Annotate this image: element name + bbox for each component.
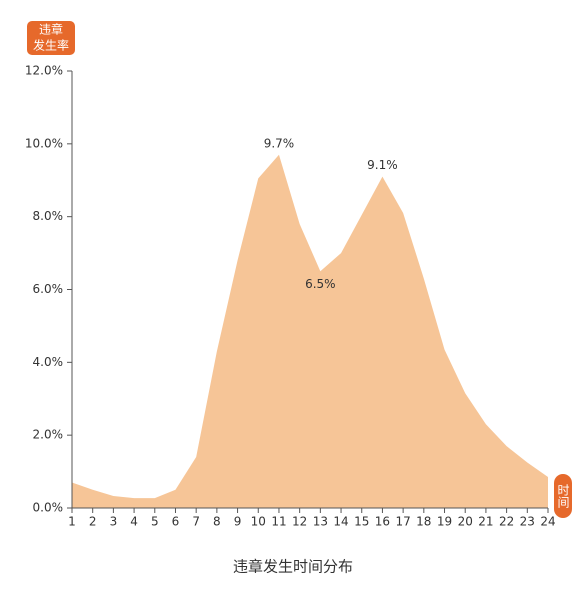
x-tick-label: 2 (89, 515, 97, 529)
x-tick-label: 4 (130, 515, 138, 529)
x-tick-label: 23 (520, 515, 535, 529)
x-tick-label: 12 (292, 515, 307, 529)
x-tick-label: 7 (192, 515, 200, 529)
y-tick-label: 6.0% (33, 282, 64, 296)
x-label-badge (554, 474, 572, 518)
x-tick-label: 3 (110, 515, 118, 529)
x-tick-label: 9 (234, 515, 242, 529)
chart-title: 违章发生时间分布 (233, 558, 353, 576)
y-label: 发生率 (33, 38, 69, 53)
y-tick-label: 2.0% (33, 428, 64, 442)
value-label: 9.7% (264, 136, 295, 150)
x-tick-label: 20 (458, 515, 473, 529)
area (72, 154, 548, 508)
y-label: 违章 (39, 22, 63, 37)
value-label: 9.1% (367, 158, 398, 172)
x-tick-label: 5 (151, 515, 159, 529)
y-tick-label: 0.0% (33, 501, 64, 515)
x-tick-label: 15 (354, 515, 369, 529)
x-tick-label: 18 (416, 515, 431, 529)
x-tick-label: 1 (68, 515, 76, 529)
x-tick-label: 19 (437, 515, 452, 529)
x-tick-label: 6 (172, 515, 180, 529)
y-tick-label: 10.0% (25, 136, 63, 150)
x-tick-label: 24 (540, 515, 555, 529)
x-tick-label: 11 (271, 515, 286, 529)
x-tick-label: 13 (313, 515, 328, 529)
x-tick-label: 14 (333, 515, 348, 529)
x-tick-label: 16 (375, 515, 390, 529)
x-label: 时间 (556, 484, 570, 508)
y-tick-label: 12.0% (25, 64, 63, 78)
x-tick-label: 8 (213, 515, 221, 529)
x-tick-label: 17 (395, 515, 410, 529)
x-tick-label: 10 (251, 515, 266, 529)
x-tick-label: 22 (499, 515, 514, 529)
y-tick-label: 4.0% (33, 355, 64, 369)
y-label-badge (27, 21, 75, 55)
x-tick-label: 21 (478, 515, 493, 529)
y-tick-label: 8.0% (33, 209, 64, 223)
value-label: 6.5% (305, 277, 336, 291)
